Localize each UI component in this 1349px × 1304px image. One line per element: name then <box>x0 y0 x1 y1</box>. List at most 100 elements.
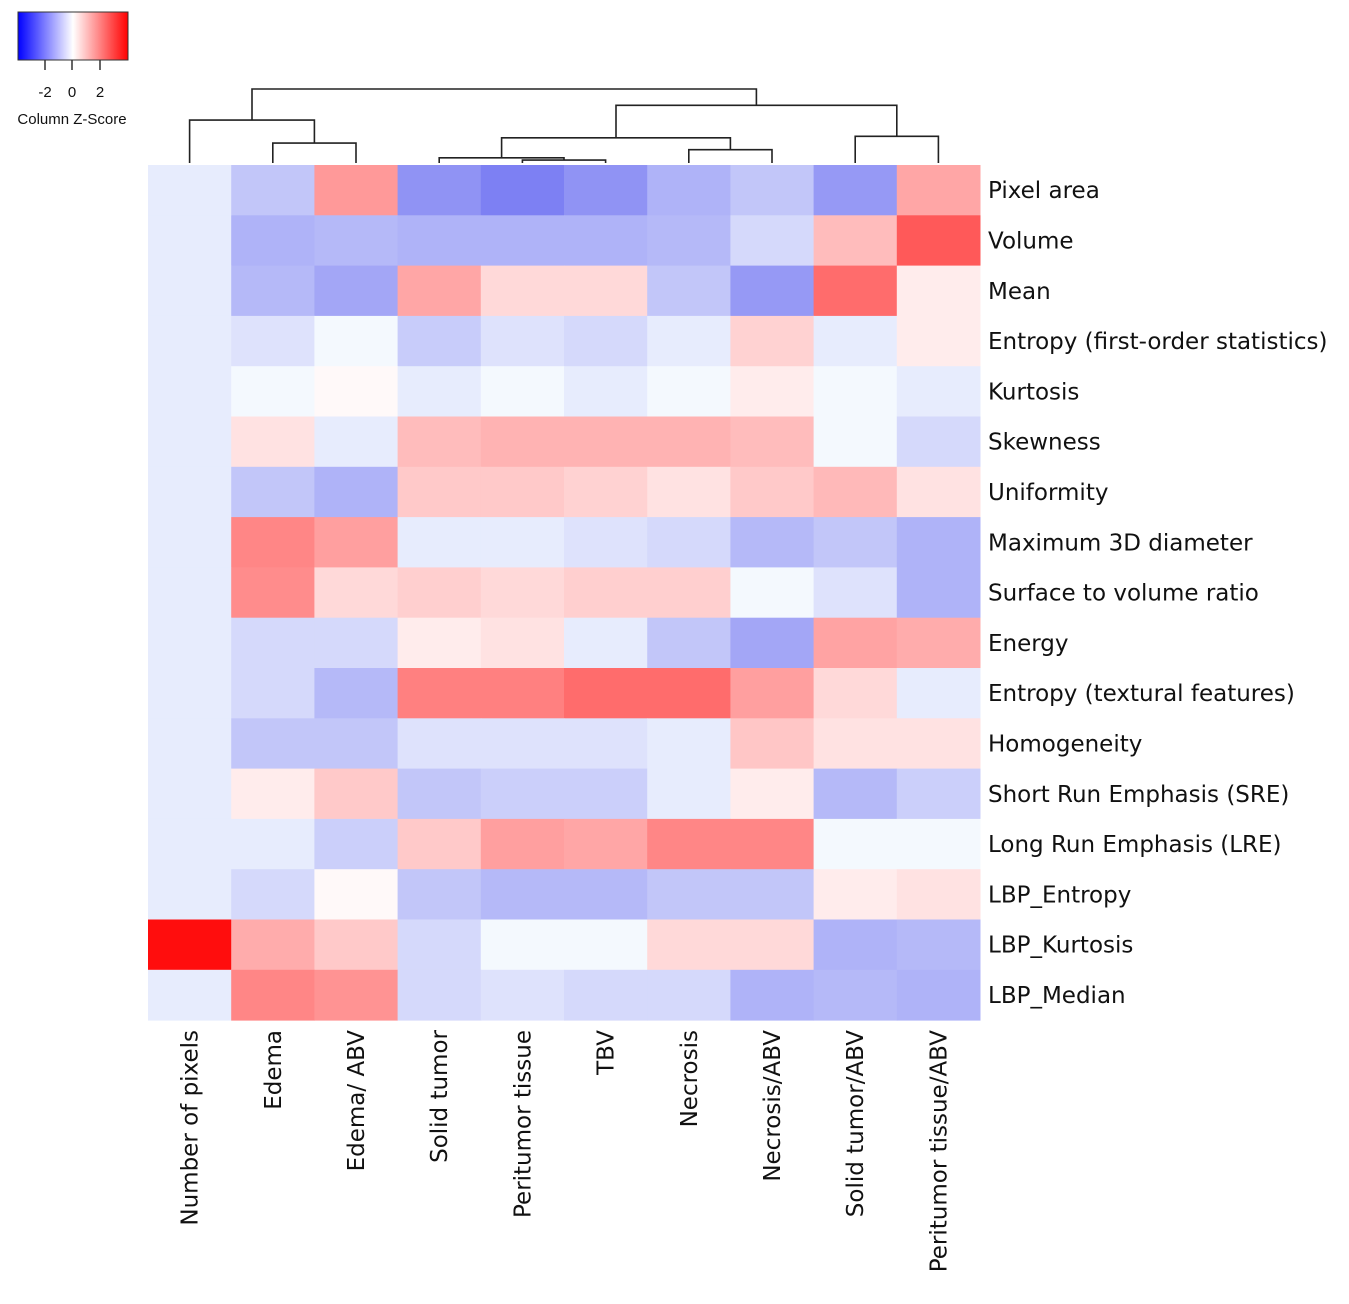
heatmap-cell <box>813 869 898 920</box>
heatmap-cell <box>148 416 232 468</box>
column-label: Necrosis <box>677 1030 703 1127</box>
heatmap-cells <box>148 165 981 1021</box>
column-labels: Number of pixels Edema Edema/ ABV Solid tum… <box>178 1029 953 1272</box>
heatmap-cell <box>813 818 898 870</box>
heatmap-cell <box>397 366 482 417</box>
column-label: Necrosis/ABV <box>760 1030 786 1182</box>
heatmap-cell <box>397 165 482 216</box>
heatmap-cell <box>397 315 482 367</box>
heatmap-cell <box>730 315 815 367</box>
dendrogram-branch <box>854 135 940 163</box>
heatmap-cell <box>231 768 315 820</box>
heatmap-cell <box>148 668 232 719</box>
heatmap-cell <box>813 668 898 719</box>
heatmap-cell <box>730 567 815 619</box>
heatmap-cell <box>148 366 232 417</box>
heatmap-cell <box>231 165 315 216</box>
row-label: Uniformity <box>988 480 1108 506</box>
row-label: Entropy (textural features) <box>988 681 1295 707</box>
heatmap-cell <box>647 416 731 468</box>
heatmap-cell <box>564 215 648 267</box>
row-label: Mean <box>988 279 1051 305</box>
column-label: Edema <box>261 1030 287 1110</box>
column-label: Peritumor tissue <box>510 1030 536 1218</box>
heatmap-cell <box>813 969 898 1021</box>
heatmap-cell <box>231 315 315 367</box>
heatmap-cell <box>148 617 232 669</box>
heatmap-cell <box>314 919 399 971</box>
heatmap-cell <box>564 818 648 870</box>
heatmap-cell <box>314 969 399 1021</box>
row-label: Maximum 3D diameter <box>988 530 1253 556</box>
heatmap-cell <box>564 567 648 619</box>
heatmap-cell <box>730 969 815 1021</box>
heatmap-cell <box>813 466 898 518</box>
heatmap-cell <box>647 969 731 1021</box>
heatmap-cell <box>314 517 399 568</box>
heatmap-cell <box>813 215 898 267</box>
heatmap-cell <box>730 265 815 317</box>
heatmap-cell <box>896 969 981 1021</box>
heatmap-cell <box>647 265 731 317</box>
legend-tick-label: 0 <box>68 84 76 101</box>
heatmap-cell <box>314 165 399 216</box>
heatmap-cell <box>896 165 981 216</box>
heatmap-cell <box>231 969 315 1021</box>
row-label: Skewness <box>988 430 1101 456</box>
column-label: Solid tumor/ABV <box>843 1030 869 1217</box>
heatmap-cell <box>647 919 731 971</box>
heatmap-cell <box>896 768 981 820</box>
heatmap-cell <box>896 265 981 317</box>
heatmap-cell <box>314 668 399 719</box>
heatmap-cell <box>480 466 565 518</box>
heatmap-cell <box>730 517 815 568</box>
legend-gradient <box>17 11 129 61</box>
heatmap-cell <box>647 668 731 719</box>
heatmap-cell <box>480 517 565 568</box>
heatmap-cell <box>480 416 565 468</box>
heatmap-cell <box>480 617 565 669</box>
heatmap-cell <box>314 466 399 518</box>
row-label: Kurtosis <box>988 379 1079 405</box>
column-label: Number of pixels <box>178 1030 204 1226</box>
heatmap-cell <box>813 919 898 971</box>
heatmap-cell <box>231 869 315 920</box>
heatmap-cell <box>813 617 898 669</box>
heatmap-cell <box>896 315 981 367</box>
dendrogram-branch <box>272 142 357 163</box>
heatmap-cell <box>564 265 648 317</box>
heatmap-cell <box>397 668 482 719</box>
heatmap-cell <box>564 466 648 518</box>
heatmap-cell <box>397 919 482 971</box>
heatmap-cell <box>397 215 482 267</box>
heatmap-cell <box>397 869 482 920</box>
heatmap-cell <box>397 466 482 518</box>
heatmap-cell <box>231 818 315 870</box>
heatmap-cell <box>647 768 731 820</box>
heatmap-cell <box>397 768 482 820</box>
heatmap-cell <box>314 818 399 870</box>
heatmap-cell <box>896 517 981 568</box>
heatmap-cell <box>397 517 482 568</box>
heatmap-cell <box>480 567 565 619</box>
heatmap-cell <box>231 617 315 669</box>
heatmap-cell <box>564 315 648 367</box>
heatmap-cell <box>813 718 898 770</box>
heatmap-cell <box>564 366 648 417</box>
color-legend: -2 0 2 Column Z-Score <box>17 11 129 128</box>
heatmap-cell <box>564 869 648 920</box>
row-label: Entropy (first-order statistics) <box>988 329 1327 355</box>
heatmap-cell <box>813 366 898 417</box>
heatmap-cell <box>231 919 315 971</box>
heatmap-cell <box>231 517 315 568</box>
heatmap-cell <box>480 366 565 417</box>
column-label: Peritumor tissue/ABV <box>926 1030 952 1273</box>
heatmap-cell <box>231 668 315 719</box>
dendrogram-branch <box>251 88 758 121</box>
row-label: Volume <box>988 228 1074 254</box>
heatmap-cell <box>148 165 232 216</box>
heatmap-cell <box>813 517 898 568</box>
row-label: Surface to volume ratio <box>988 581 1259 607</box>
heatmap-cell <box>730 165 815 216</box>
legend-title: Column Z-Score <box>17 111 126 128</box>
